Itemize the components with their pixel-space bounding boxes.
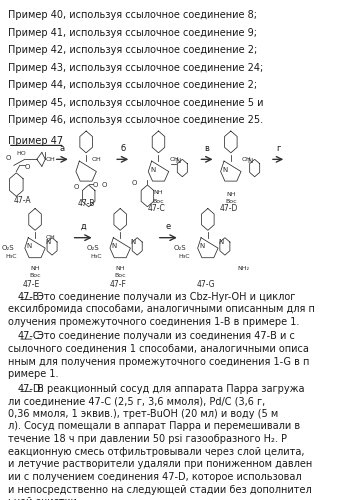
Text: OH: OH [170,157,179,162]
Text: ексилбромида способами, аналогичными описанным для п: ексилбромида способами, аналогичными опи… [8,304,315,314]
Text: O: O [74,184,79,190]
Text: NH: NH [115,266,125,270]
Text: OH: OH [45,235,55,240]
Text: 47-F: 47-F [110,280,127,289]
Text: N: N [112,244,117,250]
Text: Пример 46, используя ссылочное соединение 25.: Пример 46, используя ссылочное соединени… [8,115,263,125]
Text: O: O [6,156,12,162]
Text: N: N [150,167,155,173]
Text: N: N [27,244,32,250]
Text: 47-G: 47-G [197,280,216,289]
Text: а: а [60,144,65,153]
Text: NH: NH [30,266,40,270]
Text: N: N [248,158,253,164]
Text: H₃C: H₃C [178,254,190,260]
Text: и летучие растворители удаляли при пониженном давлен: и летучие растворители удаляли при пониж… [8,460,312,469]
Text: Пример 41, используя ссылочное соединение 9;: Пример 41, используя ссылочное соединени… [8,28,257,38]
Text: NH: NH [154,190,163,195]
Text: Boc: Boc [153,198,164,203]
Text: течение 18 ч при давлении 50 psi газообразного H₂. Р: течение 18 ч при давлении 50 psi газообр… [8,434,287,444]
Text: O: O [25,164,30,170]
Text: N: N [222,167,227,173]
Text: O₂S: O₂S [86,245,99,251]
Text: OH: OH [45,157,55,162]
Text: нным для получения промежуточного соединения 1-G в п: нным для получения промежуточного соедин… [8,356,309,366]
Text: Пример 44, используя ссылочное соединение 2;: Пример 44, используя ссылочное соединени… [8,80,257,90]
Text: л). Сосуд помещали в аппарат Парра и перемешивали в: л). Сосуд помещали в аппарат Парра и пер… [8,422,303,432]
Text: ьной очистки.: ьной очистки. [8,497,80,500]
Text: в: в [205,144,209,153]
Text: N: N [45,239,51,245]
Text: H₃C: H₃C [90,254,102,260]
Text: 47-C:: 47-C: [18,332,44,342]
Text: ли соединение 47-С (2,5 г, 3,6 ммоля), Pd/C (3,6 г,: ли соединение 47-С (2,5 г, 3,6 ммоля), P… [8,396,268,406]
Text: Это соединение получали из Cbz-Hyr-OH и циклог: Это соединение получали из Cbz-Hyr-OH и … [34,292,295,302]
Text: O: O [93,182,98,188]
Text: г: г [276,144,280,153]
Text: O₂S: O₂S [174,245,187,251]
Text: 0,36 ммоля, 1 эквив.), трет-BuOH (20 мл) и воду (5 м: 0,36 ммоля, 1 эквив.), трет-BuOH (20 мл)… [8,409,278,419]
Text: N: N [175,158,181,164]
Text: Пример 45, используя ссылочное соединение 5 и: Пример 45, используя ссылочное соединени… [8,98,263,108]
Text: Пример 42, используя ссылочное соединение 2;: Пример 42, используя ссылочное соединени… [8,46,257,56]
Text: Boc: Boc [225,198,237,203]
Text: и непосредственно на следующей стадии без дополнител: и непосредственно на следующей стадии бе… [8,484,311,494]
Text: N: N [199,244,205,250]
Text: В реакционный сосуд для аппарата Парра загружа: В реакционный сосуд для аппарата Парра з… [34,384,305,394]
Text: OH: OH [91,157,101,162]
Text: 47-A: 47-A [14,196,31,205]
Text: 47-B:: 47-B: [18,292,44,302]
Text: HO: HO [16,150,26,156]
Text: 47-D: 47-D [220,204,238,212]
Text: NH: NH [226,192,236,196]
Text: б: б [120,144,125,153]
Text: 47-D:: 47-D: [18,384,45,394]
Text: Пример 47: Пример 47 [8,136,63,146]
Text: H₃C: H₃C [5,254,17,260]
Text: Это соединение получали из соединения 47-В и с: Это соединение получали из соединения 47… [34,332,295,342]
Text: ии с получением соединения 47-D, которое использовал: ии с получением соединения 47-D, которое… [8,472,302,482]
Text: NH₂: NH₂ [238,266,250,270]
Text: 47-E: 47-E [22,280,39,289]
Text: олучения промежуточного соединения 1-В в примере 1.: олучения промежуточного соединения 1-В в… [8,317,299,327]
Text: е: е [166,222,171,231]
Text: OH: OH [242,157,252,162]
Text: N: N [218,239,223,245]
Text: Пример 40, используя ссылочное соединение 8;: Пример 40, используя ссылочное соединени… [8,10,257,20]
Text: 47-B: 47-B [78,198,95,207]
Text: Boc: Boc [114,272,126,278]
Text: O: O [132,180,137,186]
Text: O₂S: O₂S [1,245,14,251]
Text: 47-C: 47-C [148,204,166,212]
Text: O: O [101,182,107,188]
Text: римере 1.: римере 1. [8,369,58,379]
Text: еакционную смесь отфильтровывали через слой целита,: еакционную смесь отфильтровывали через с… [8,446,307,456]
Text: д: д [80,222,86,231]
Text: Пример 43, используя ссылочное соединение 24;: Пример 43, используя ссылочное соединени… [8,62,263,72]
Text: сылочного соединения 1 способами, аналогичными описа: сылочного соединения 1 способами, аналог… [8,344,309,354]
Text: N: N [131,239,136,245]
Text: Boc: Boc [29,272,41,278]
